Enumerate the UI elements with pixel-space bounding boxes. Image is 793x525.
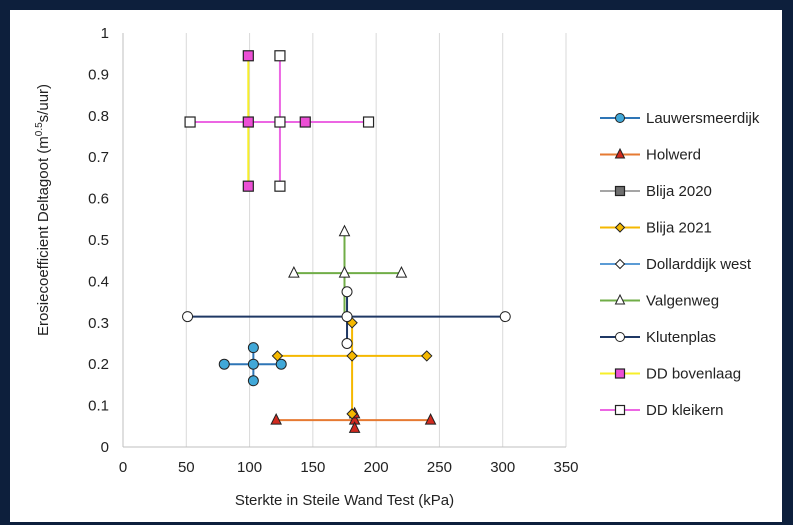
data-point-dd-kleikern <box>184 116 196 128</box>
x-tick-label: 200 <box>364 459 389 476</box>
legend-item-blija-2020: Blija 2020 <box>600 183 712 200</box>
data-point-valgenweg <box>288 266 300 278</box>
data-point-dd-bovenlaag <box>242 116 254 128</box>
legend-label-blija-2021: Blija 2021 <box>646 220 712 237</box>
data-point-dd-kleikern <box>274 50 286 62</box>
data-point-valgenweg <box>395 266 408 278</box>
data-point-dd-bovenlaag <box>242 50 254 62</box>
legend-marker <box>614 368 626 379</box>
gridlines <box>185 33 567 447</box>
data-point-lauwersmeerdijk <box>275 358 287 370</box>
data-point-lauwersmeerdijk <box>247 375 259 387</box>
legend-item-klutenplas: Klutenplas <box>600 329 716 346</box>
axes <box>122 33 566 448</box>
y-tick-label: 1 <box>101 25 109 42</box>
legend-label-dollarddijk-west: Dollarddijk west <box>646 256 752 273</box>
x-tick-label: 150 <box>300 459 325 476</box>
legend-label-valgenweg: Valgenweg <box>646 293 719 310</box>
series-lines <box>187 55 506 429</box>
data-point-lauwersmeerdijk <box>218 358 230 370</box>
legend-item-lauwersmeerdijk: Lauwersmeerdijk <box>600 110 760 127</box>
data-point-dd-kleikern <box>362 116 375 128</box>
y-tick-label: 0.2 <box>88 356 109 373</box>
y-tick-label: 0.1 <box>88 398 109 415</box>
data-point-lauwersmeerdijk <box>247 342 259 354</box>
legend-item-valgenweg: Valgenweg <box>600 293 719 310</box>
legend-marker <box>614 222 626 233</box>
legend-label-holwerd: Holwerd <box>646 147 701 164</box>
y-tick-label: 0.4 <box>88 273 109 290</box>
tick-labels: 0 50 100 150 200 250 300 350 0 0.1 0.2 0.3 0.4 0.5 0.6… <box>88 25 578 476</box>
legend-marker <box>614 293 626 305</box>
legend-label-dd-bovenlaag: DD bovenlaag <box>646 366 741 383</box>
x-tick-label: 50 <box>178 459 195 476</box>
data-point-dd-bovenlaag <box>242 180 254 192</box>
legend-label-klutenplas: Klutenplas <box>646 329 716 346</box>
data-point-dd-kleikern <box>274 180 286 192</box>
y-axis-title: Erosiecoefficient Deltagoot (m0.5s/uur) <box>34 84 52 336</box>
data-point-blija-2021 <box>346 350 358 362</box>
legend-label-blija-2020: Blija 2020 <box>646 183 712 200</box>
y-tick-label: 0.9 <box>88 66 109 83</box>
legend-marker <box>614 258 626 270</box>
data-point-holwerd <box>424 412 437 425</box>
legend-item-dd-bovenlaag: DD bovenlaag <box>600 366 741 383</box>
legend-marker <box>614 147 626 159</box>
legend-label-dd-kleikern: DD kleikern <box>646 402 724 419</box>
y-axis-title-unit: s/uur) <box>35 84 52 122</box>
legend-marker <box>614 185 626 197</box>
legend-item-dollarddijk-west: Dollarddijk west <box>600 256 752 273</box>
y-tick-label: 0.5 <box>88 232 109 249</box>
data-point-blija-2021 <box>346 408 358 420</box>
y-tick-label: 0 <box>101 439 109 456</box>
data-point-holwerd <box>348 421 361 433</box>
y-tick-label: 0.6 <box>88 191 109 208</box>
x-tick-label: 300 <box>490 459 515 476</box>
data-point-valgenweg <box>338 224 351 237</box>
legend-marker <box>614 404 626 416</box>
data-point-klutenplas <box>341 311 353 323</box>
x-tick-label: 0 <box>119 459 127 476</box>
legend-marker <box>615 113 625 123</box>
legend-item-dd-kleikern: DD kleikern <box>600 402 724 419</box>
legend-marker <box>615 332 625 342</box>
series-points <box>182 50 511 433</box>
data-point-klutenplas <box>341 286 353 298</box>
y-tick-label: 0.7 <box>88 149 109 166</box>
legend-item-holwerd: Holwerd <box>600 147 701 164</box>
data-point-valgenweg <box>338 266 351 278</box>
data-point-dd-bovenlaag <box>299 116 311 128</box>
x-tick-label: 350 <box>553 459 578 476</box>
x-tick-label: 250 <box>427 459 452 476</box>
y-axis-title-exponent: 0.5 <box>34 122 45 136</box>
y-tick-label: 0.3 <box>88 315 109 332</box>
data-point-blija-2021 <box>271 350 284 362</box>
data-point-dd-kleikern <box>274 116 286 128</box>
y-axis-title-main: Erosiecoefficient Deltagoot (m <box>35 136 52 336</box>
data-point-holwerd <box>270 412 282 425</box>
chart-panel: 0 50 100 150 200 250 300 350 0 0.1 0.2 0.3 0.4 0.5 0.6… <box>10 10 782 522</box>
x-axis-title: Sterkte in Steile Wand Test (kPa) <box>235 492 454 509</box>
y-tick-label: 0.8 <box>88 108 109 125</box>
legend-item-blija-2021: Blija 2021 <box>600 220 712 237</box>
data-point-lauwersmeerdijk <box>247 358 259 370</box>
data-point-klutenplas <box>341 338 353 349</box>
data-point-klutenplas <box>499 311 511 323</box>
data-point-blija-2021 <box>421 350 433 362</box>
legend: Lauwersmeerdijk Holwerd Blija 2020 Blija 20… <box>600 110 760 419</box>
x-tick-label: 100 <box>237 459 262 476</box>
data-point-klutenplas <box>182 311 194 323</box>
legend-label-lauwersmeerdijk: Lauwersmeerdijk <box>646 110 760 127</box>
chart-svg: 0 50 100 150 200 250 300 350 0 0.1 0.2 0.3 0.4 0.5 0.6… <box>34 25 760 509</box>
